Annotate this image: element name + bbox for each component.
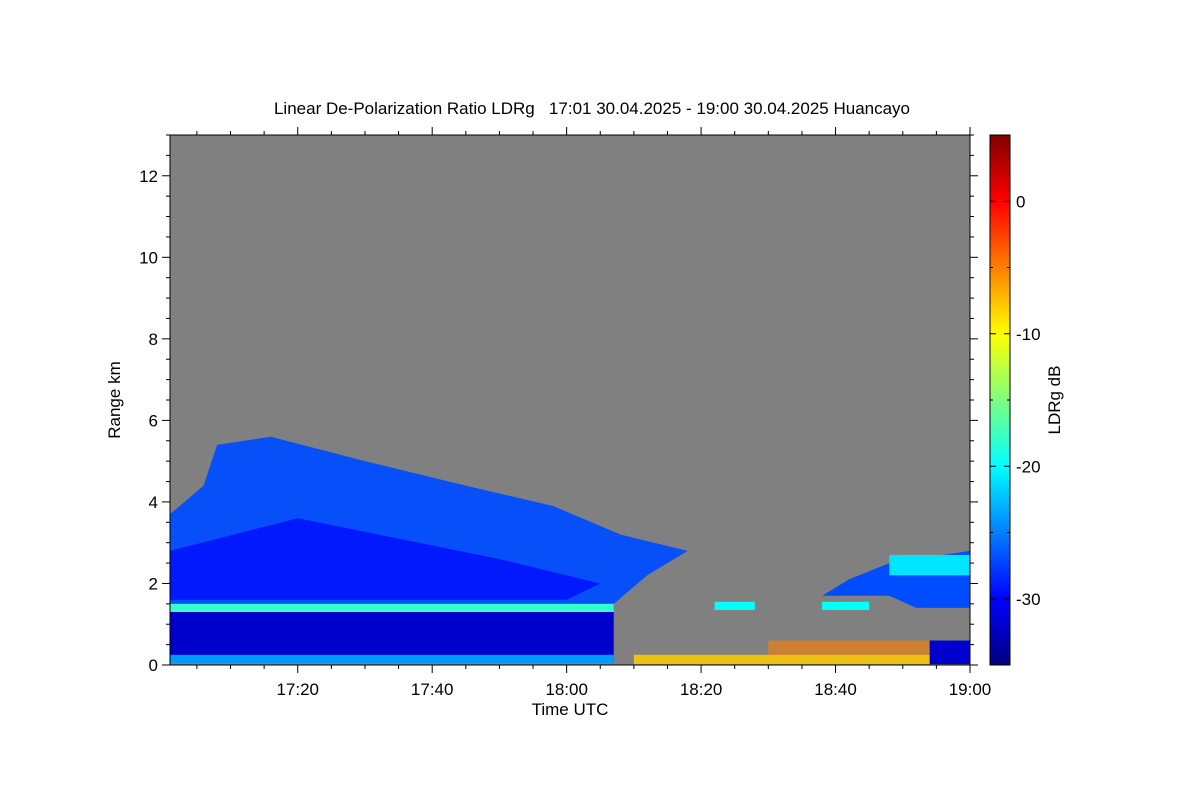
y-tick-label: 4 [149,493,158,512]
feature-precipitation-upper [768,640,950,655]
colorbar-ticks: 0 -10 -20 -30 [990,134,1041,666]
feature-boundary-layer [170,612,614,661]
y-axis: 0 2 4 6 8 10 12 [139,134,978,675]
colorbar-tick-label: -30 [1016,590,1041,609]
colorbar-tick-label: -10 [1016,325,1041,344]
feature-shallow-layer [714,601,755,610]
x-tick-label: 18:40 [814,680,857,699]
feature-precipitation [633,654,970,665]
chart-title: Linear De-Polarization Ratio LDRg 17:01 … [274,99,910,118]
y-tick-label: 12 [139,167,158,186]
y-axis-label: Range km [105,361,124,438]
feature-shallow-layer [822,601,870,610]
x-tick-label: 17:20 [276,680,319,699]
y-tick-label: 2 [149,574,158,593]
colorbar-tick-label: 0 [1016,192,1025,211]
x-axis-label: Time UTC [532,700,609,719]
feature-aerosol-core [170,518,601,600]
y-tick-label: 10 [139,248,158,267]
y-tick-label: 6 [149,411,158,430]
x-tick-label: 18:20 [680,680,723,699]
colorbar-tick-label: -20 [1016,457,1041,476]
feature-bright-layer [170,603,614,612]
x-tick-label: 19:00 [949,680,992,699]
data-features [170,436,970,665]
y-tick-label: 8 [149,330,158,349]
x-axis: 17:20 17:40 18:00 18:20 18:40 19:00 [196,127,992,699]
colorbar-label: LDRg dB [1045,366,1064,435]
feature-low-blue-patch [929,640,970,665]
plot-area [169,134,971,666]
x-tick-label: 17:40 [411,680,454,699]
colorbar: 0 -10 -20 -30 LDRg dB [989,134,1064,666]
feature-surface-band [170,654,614,663]
feature-cyan-layer [889,554,970,576]
y-tick-label: 0 [149,656,158,675]
x-tick-label: 18:00 [545,680,588,699]
